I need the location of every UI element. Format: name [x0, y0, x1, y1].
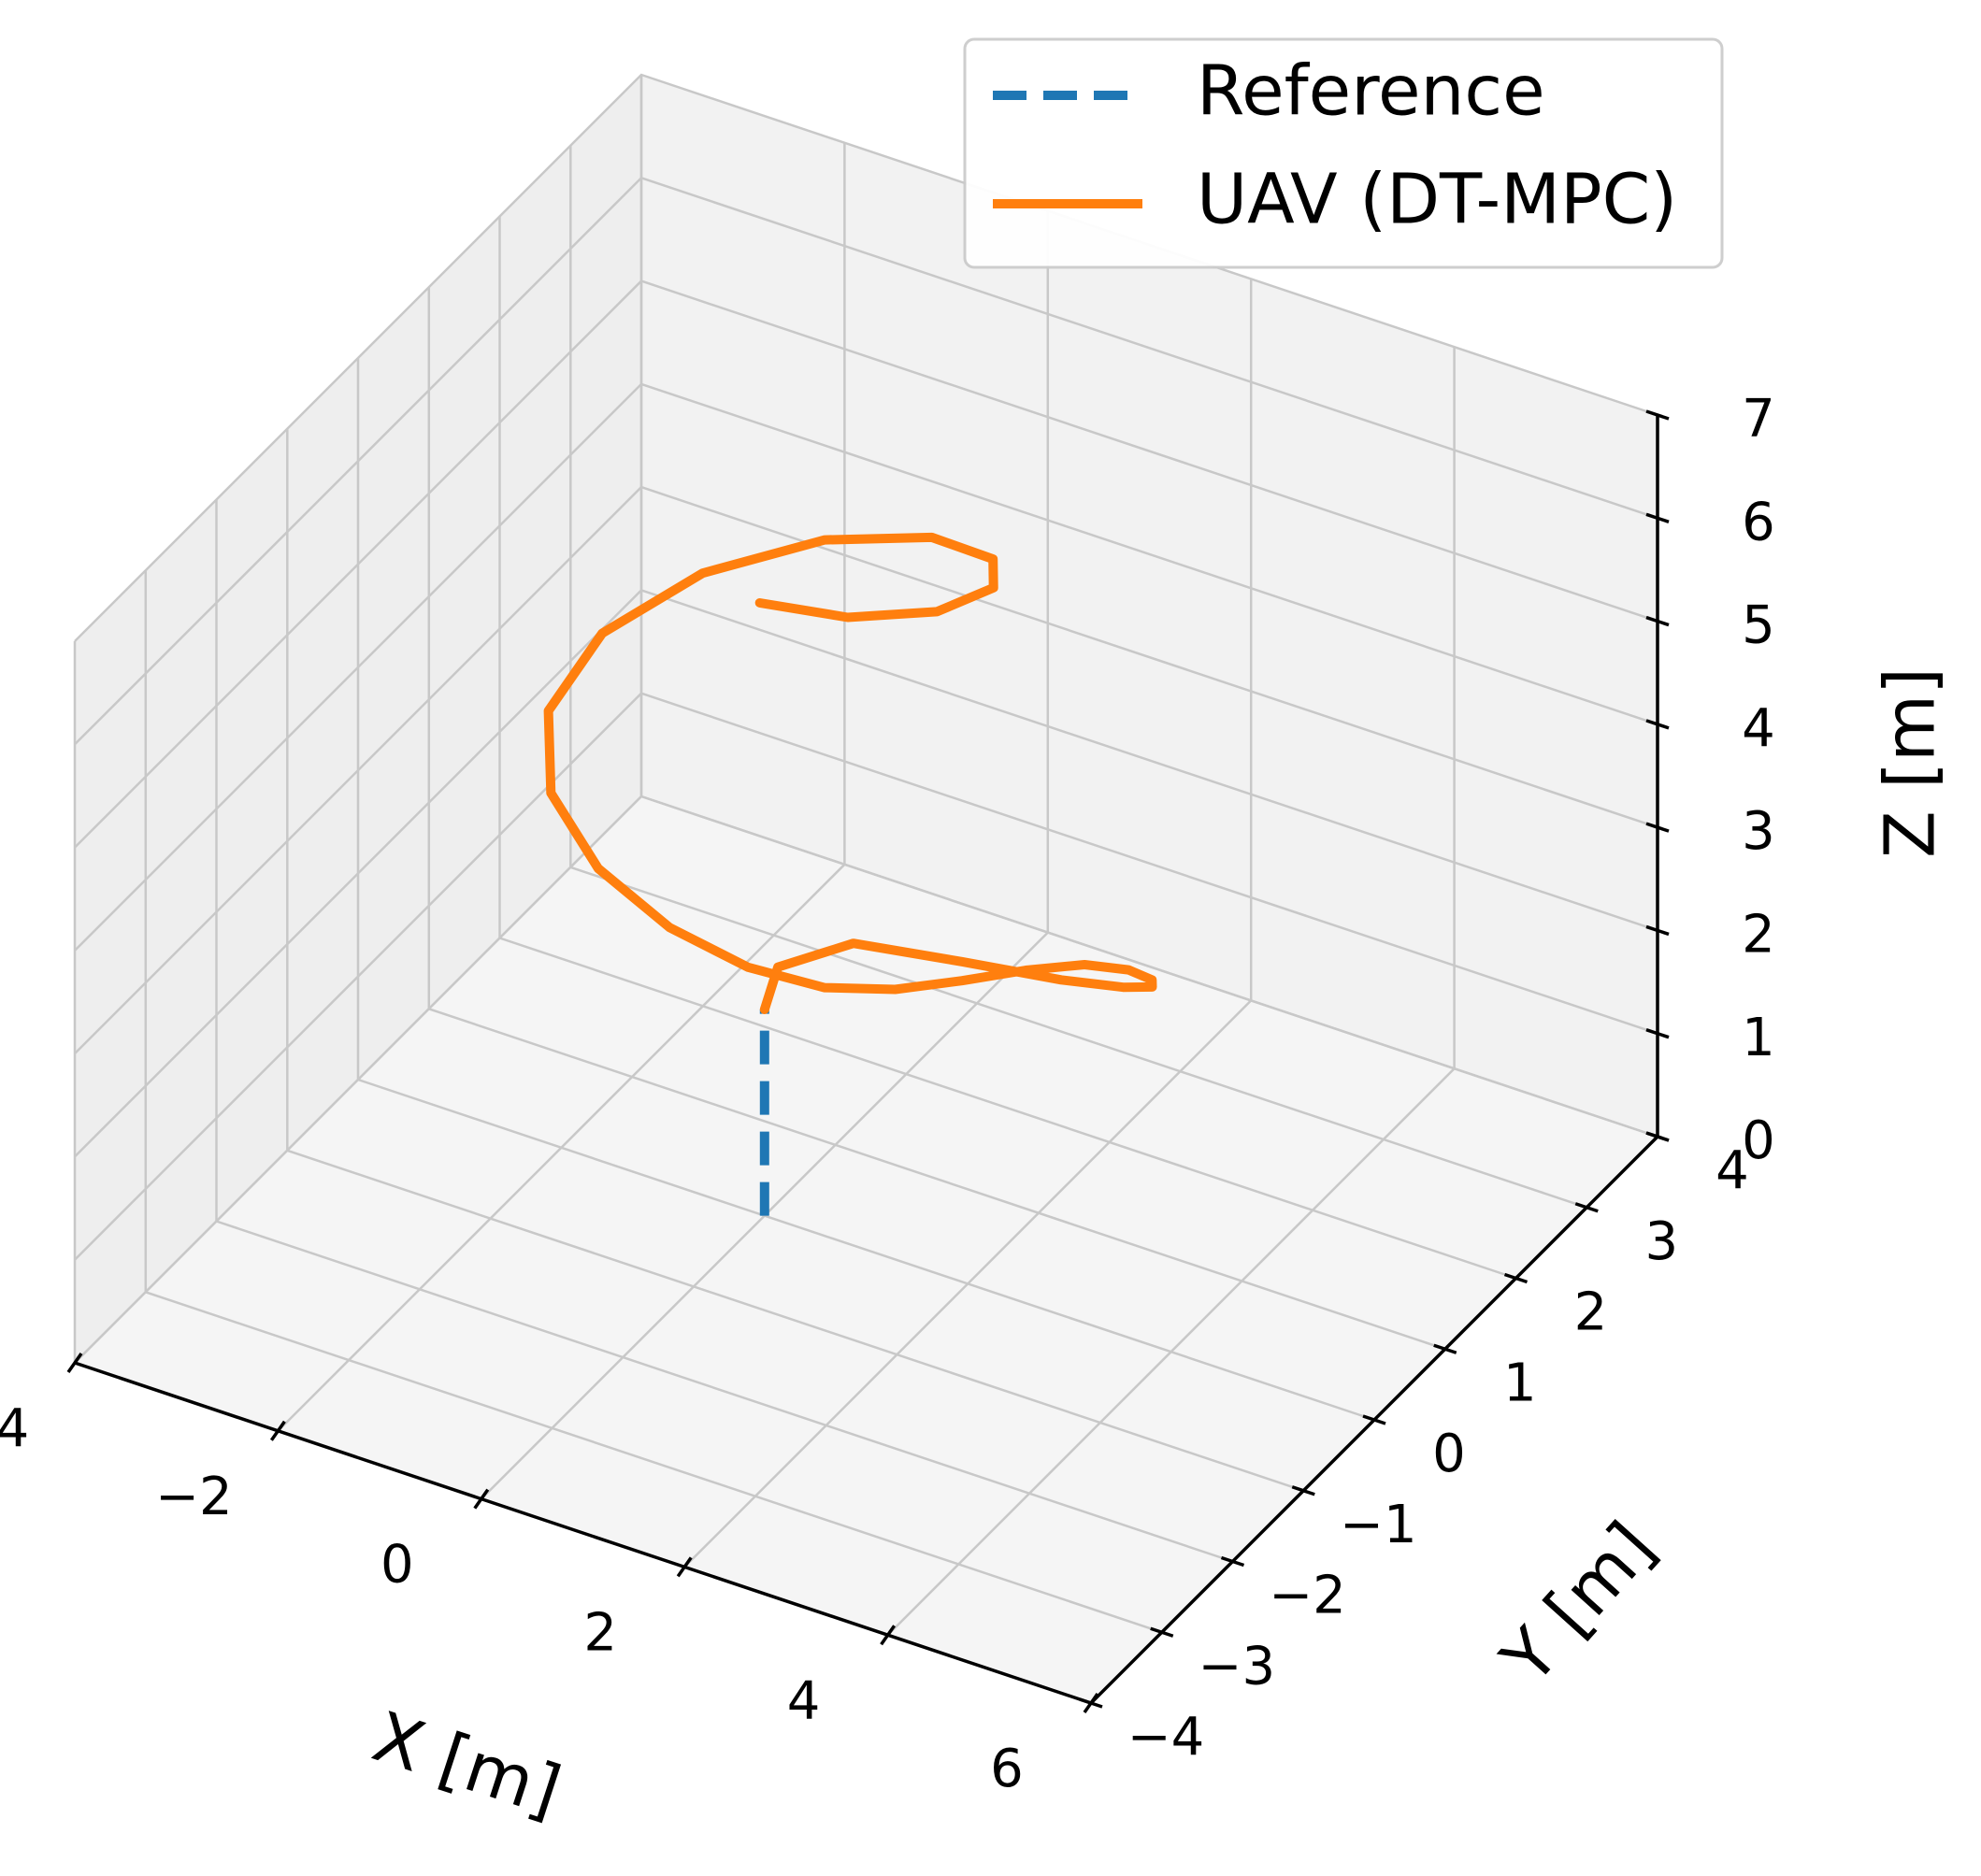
- back-pane: [641, 75, 1658, 1137]
- x-tick: [676, 1556, 693, 1578]
- y-tick-label: −1: [1340, 1495, 1417, 1555]
- z-tick: [1645, 924, 1670, 937]
- gridline-z: [74, 485, 1658, 1054]
- z-tick: [1645, 1131, 1670, 1142]
- z-tick-label: 6: [1742, 492, 1775, 552]
- legend-label-reference: Reference: [1197, 51, 1545, 132]
- z-axis-title: Z [m]: [1871, 667, 1951, 858]
- y-tick-label: 2: [1574, 1282, 1608, 1343]
- x-tick-label: 6: [990, 1739, 1024, 1799]
- gridline-z: [74, 73, 1658, 642]
- z-tick: [1645, 822, 1670, 833]
- z-tick-label: 3: [1742, 801, 1775, 862]
- x-tick: [880, 1625, 897, 1646]
- x-tick: [473, 1488, 490, 1510]
- gridline-z: [74, 692, 1658, 1261]
- y-tick: [1574, 1202, 1599, 1213]
- y-tick: [1503, 1272, 1529, 1284]
- y-tick: [1291, 1485, 1315, 1497]
- y-tick-label: 0: [1432, 1424, 1466, 1484]
- y-tick: [1362, 1414, 1386, 1425]
- y-tick-label: −4: [1127, 1707, 1205, 1768]
- y-tick: [1079, 1697, 1103, 1709]
- gridline-z: [74, 588, 1658, 1158]
- y-tick-label: 1: [1503, 1353, 1537, 1413]
- y-tick-label: −3: [1199, 1636, 1276, 1697]
- gridline-z: [74, 795, 1658, 1364]
- y-axis-title: Y [m]: [1486, 1507, 1671, 1699]
- axis-panes: [75, 75, 1658, 1703]
- y-tick-label: −2: [1269, 1566, 1346, 1626]
- y-tick: [1150, 1626, 1174, 1638]
- x-axis-line: [74, 1361, 1092, 1705]
- axis-lines: [66, 409, 1670, 1714]
- z-tick-label: 2: [1742, 905, 1775, 966]
- x-tick-label: 2: [583, 1603, 617, 1664]
- z-tick: [1645, 512, 1670, 523]
- z-tick: [1645, 719, 1670, 730]
- y-tick-label: 4: [1715, 1140, 1749, 1201]
- gridline-z: [74, 176, 1658, 746]
- z-tick-label: 4: [1742, 698, 1775, 759]
- z-tick: [1645, 615, 1670, 627]
- x-tick-label: 4: [787, 1670, 821, 1731]
- x-tick-label: 0: [380, 1535, 414, 1596]
- y-tick: [1433, 1343, 1457, 1354]
- z-tick: [1645, 409, 1670, 421]
- legend: Reference UAV (DT-MPC): [963, 37, 1724, 269]
- series-layer: [543, 532, 1157, 1216]
- x-tick: [269, 1420, 286, 1441]
- z-tick-label: 7: [1742, 389, 1775, 450]
- x-tick: [66, 1352, 83, 1374]
- y-tick: [1220, 1555, 1245, 1568]
- gridline-z: [74, 382, 1658, 952]
- series-line-uav: [543, 532, 1157, 1014]
- grid-lines: [73, 73, 1659, 1705]
- legend-label-uav: UAV (DT-MPC): [1197, 160, 1677, 240]
- x-tick-label: −4: [0, 1398, 29, 1459]
- y-tick-label: 3: [1644, 1211, 1678, 1272]
- z-tick-label: 0: [1742, 1110, 1775, 1171]
- x-tick-label: −2: [155, 1467, 233, 1527]
- z-tick: [1645, 1028, 1670, 1039]
- z-tick-label: 5: [1742, 595, 1775, 656]
- z-tick-label: 1: [1742, 1008, 1775, 1068]
- x-axis-title: X [m]: [364, 1697, 570, 1832]
- legend-box: [963, 37, 1724, 269]
- gridline-z: [74, 279, 1658, 849]
